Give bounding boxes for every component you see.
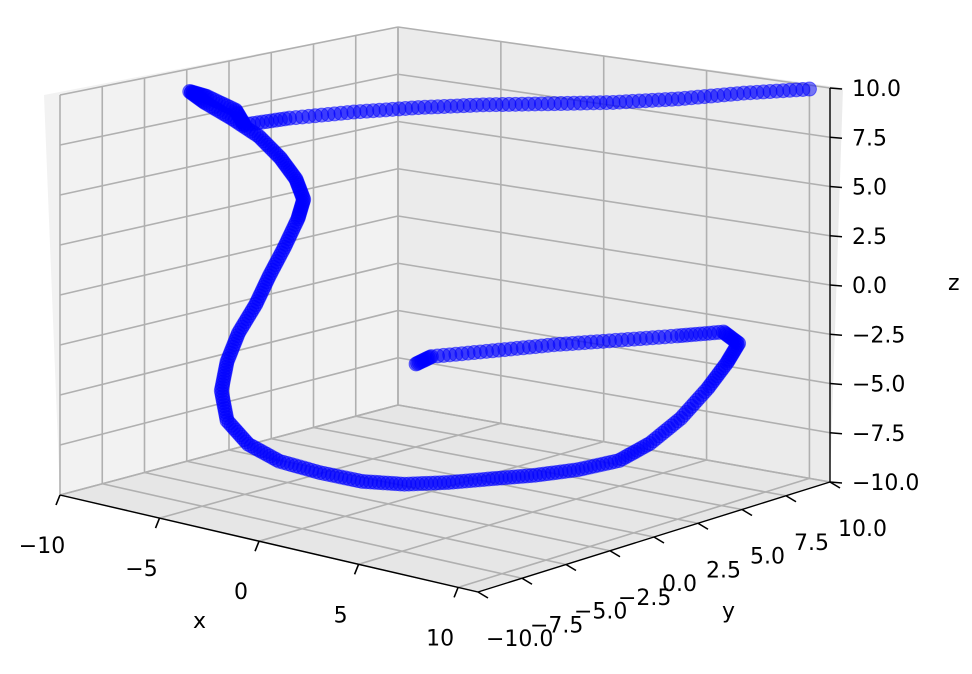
gridline-z-right xyxy=(397,404,831,483)
y-tick-mark xyxy=(521,577,533,585)
gridline-y-floor xyxy=(102,482,523,580)
y-tick-label: 7.5 xyxy=(794,531,829,556)
gridline-z-right xyxy=(397,120,831,188)
z-tick-label: −2.5 xyxy=(852,323,905,348)
x-tick-label: 5 xyxy=(334,603,348,628)
z-tick-label: −5.0 xyxy=(852,373,905,398)
y-tick-mark xyxy=(829,481,841,489)
y-tick-label: 10.0 xyxy=(838,517,887,542)
y-tick-mark xyxy=(741,508,753,517)
x-axis-label: x xyxy=(193,609,206,634)
y-axis-label: y xyxy=(722,599,735,624)
gridline-y-floor xyxy=(186,460,611,552)
y-tick-label: 0.0 xyxy=(662,572,697,597)
y-tick-mark xyxy=(565,563,577,572)
x-tick-label: 10 xyxy=(426,626,454,651)
gridline-z-right xyxy=(397,26,831,89)
axes xyxy=(55,87,843,599)
z-tick-mark xyxy=(829,481,843,484)
z-tick-label: −10.0 xyxy=(852,471,919,496)
z-tick-label: 0.0 xyxy=(852,274,887,299)
z-tick-mark xyxy=(829,431,843,435)
z-tick-mark xyxy=(829,234,843,238)
data-point xyxy=(408,356,424,372)
x-tick-mark xyxy=(453,587,459,598)
z-axis-label: z xyxy=(948,271,960,296)
gridline-z-left xyxy=(59,26,399,96)
z-tick-label: 2.5 xyxy=(852,225,887,250)
z-tick-mark xyxy=(829,284,843,287)
gridline-z-left xyxy=(59,262,399,346)
z-tick-label: 10.0 xyxy=(852,77,901,102)
x-tick-label: −5 xyxy=(125,557,157,582)
gridline-z-right xyxy=(397,215,831,286)
y-tick-mark xyxy=(653,536,665,544)
z-tick-mark xyxy=(829,136,843,140)
z-tick-label: −7.5 xyxy=(852,422,905,447)
y-tick-label: 5.0 xyxy=(750,545,785,570)
y-tick-mark xyxy=(609,550,621,558)
gridline-y-floor xyxy=(144,471,567,566)
z-tick-mark xyxy=(829,185,843,189)
gridline-z-right xyxy=(397,167,831,237)
gridline-y-floor xyxy=(355,415,787,497)
x-tick-mark xyxy=(55,494,61,506)
z-tick-mark xyxy=(829,333,843,337)
y-tick-label: −5.0 xyxy=(574,600,627,625)
z-tick-mark xyxy=(829,382,843,386)
x-tick-label: 0 xyxy=(234,580,248,605)
z-tick-label: 5.0 xyxy=(852,176,887,201)
z-tick-label: 7.5 xyxy=(852,126,887,151)
x-tick-mark xyxy=(353,563,360,575)
gridline-z-left xyxy=(59,404,399,496)
x-tick-mark xyxy=(154,517,161,529)
y-tick-mark xyxy=(785,495,797,503)
x-axis-line xyxy=(59,494,479,593)
gridline-z-left xyxy=(59,167,399,246)
gridline-z-right xyxy=(397,356,831,434)
left-pane xyxy=(44,27,398,495)
y-tick-label: −2.5 xyxy=(618,586,671,611)
y-tick-label: 2.5 xyxy=(706,558,741,583)
gridline-z-left xyxy=(59,120,399,196)
gridline-z-right xyxy=(397,262,831,336)
y-tick-mark xyxy=(477,591,489,599)
y-tick-label: −10.0 xyxy=(486,627,553,652)
x-tick-mark xyxy=(254,540,260,552)
x-tick-label: −10 xyxy=(19,534,65,559)
data-points xyxy=(182,81,817,492)
z-tick-mark xyxy=(829,87,843,90)
y-tick-mark xyxy=(697,522,709,530)
y-tick-label: −7.5 xyxy=(530,613,583,638)
gridline-z-left xyxy=(59,215,399,296)
